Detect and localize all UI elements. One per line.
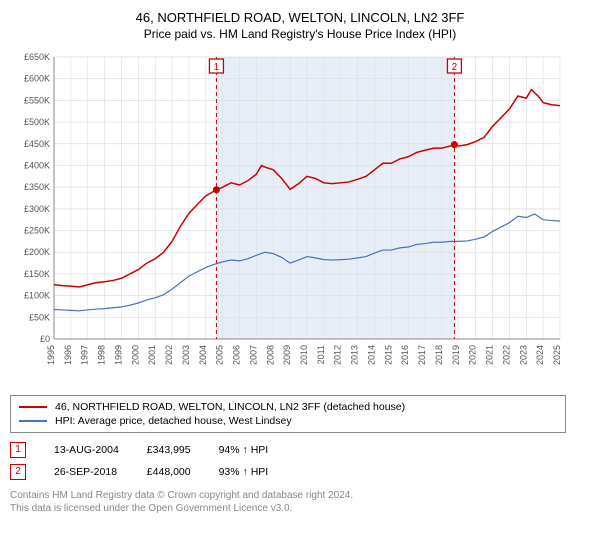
marker-badge: 1 <box>10 442 26 458</box>
svg-text:£50K: £50K <box>29 312 50 322</box>
svg-text:£500K: £500K <box>24 117 50 127</box>
svg-text:2009: 2009 <box>282 345 292 365</box>
svg-text:£350K: £350K <box>24 182 50 192</box>
svg-text:1995: 1995 <box>46 345 56 365</box>
legend-item: 46, NORTHFIELD ROAD, WELTON, LINCOLN, LN… <box>19 400 557 414</box>
marker-date: 26-SEP-2018 <box>54 461 147 483</box>
svg-text:2005: 2005 <box>215 345 225 365</box>
chart-area: £0 £50K £100K £150K £200K £250K £300K £350K £400… <box>10 47 590 387</box>
marker-pct: 94% ↑ HPI <box>219 439 297 461</box>
svg-text:2022: 2022 <box>501 345 511 365</box>
svg-text:2023: 2023 <box>518 345 528 365</box>
svg-text:2001: 2001 <box>147 345 157 365</box>
chart-title: 46, NORTHFIELD ROAD, WELTON, LINCOLN, LN… <box>10 10 590 25</box>
legend-label: 46, NORTHFIELD ROAD, WELTON, LINCOLN, LN… <box>55 401 405 413</box>
svg-text:2008: 2008 <box>265 345 275 365</box>
svg-text:2000: 2000 <box>130 345 140 365</box>
legend: 46, NORTHFIELD ROAD, WELTON, LINCOLN, LN… <box>10 395 566 433</box>
svg-text:1999: 1999 <box>113 345 123 365</box>
svg-text:1: 1 <box>214 62 220 73</box>
svg-text:2020: 2020 <box>468 345 478 365</box>
svg-text:£650K: £650K <box>24 52 50 62</box>
marker-row: 2 26-SEP-2018£448,00093% ↑ HPI <box>10 461 296 483</box>
svg-text:2018: 2018 <box>434 345 444 365</box>
marker-pct: 93% ↑ HPI <box>219 461 297 483</box>
svg-text:2011: 2011 <box>316 345 326 364</box>
footnote: Contains HM Land Registry data © Crown c… <box>10 489 590 515</box>
marker-price: £448,000 <box>147 461 219 483</box>
legend-swatch <box>19 420 47 422</box>
svg-text:2012: 2012 <box>333 345 343 365</box>
footnote-line1: Contains HM Land Registry data © Crown c… <box>10 490 353 501</box>
svg-text:£100K: £100K <box>24 291 50 301</box>
svg-text:2004: 2004 <box>198 345 208 365</box>
marker-row: 1 13-AUG-2004£343,99594% ↑ HPI <box>10 439 296 461</box>
svg-text:2024: 2024 <box>535 345 545 365</box>
marker-badge: 2 <box>10 464 26 480</box>
svg-text:£450K: £450K <box>24 139 50 149</box>
legend-swatch <box>19 406 47 408</box>
legend-item: HPI: Average price, detached house, West… <box>19 414 557 428</box>
svg-text:1996: 1996 <box>63 345 73 365</box>
svg-text:2002: 2002 <box>164 345 174 365</box>
legend-label: HPI: Average price, detached house, West… <box>55 415 292 427</box>
svg-text:2003: 2003 <box>181 345 191 365</box>
svg-text:2006: 2006 <box>232 345 242 365</box>
svg-text:2016: 2016 <box>400 345 410 365</box>
svg-text:£150K: £150K <box>24 269 50 279</box>
svg-text:£200K: £200K <box>24 247 50 257</box>
svg-text:£0: £0 <box>40 334 50 344</box>
svg-text:£300K: £300K <box>24 204 50 214</box>
marker-table: 1 13-AUG-2004£343,99594% ↑ HPI 2 26-SEP-201… <box>10 439 296 483</box>
svg-text:2013: 2013 <box>350 345 360 365</box>
svg-text:2021: 2021 <box>485 345 495 365</box>
footnote-line2: This data is licensed under the Open Gov… <box>10 503 292 514</box>
svg-text:2014: 2014 <box>366 345 376 365</box>
svg-text:2015: 2015 <box>383 345 393 365</box>
svg-text:2: 2 <box>452 62 458 73</box>
svg-text:£600K: £600K <box>24 74 50 84</box>
svg-text:1998: 1998 <box>97 345 107 365</box>
svg-text:2025: 2025 <box>552 345 562 365</box>
svg-text:£550K: £550K <box>24 95 50 105</box>
chart-subtitle: Price paid vs. HM Land Registry's House … <box>10 27 590 41</box>
marker-price: £343,995 <box>147 439 219 461</box>
svg-text:£250K: £250K <box>24 226 50 236</box>
line-chart-svg: £0 £50K £100K £150K £200K £250K £300K £350K £400… <box>10 47 566 387</box>
svg-text:1997: 1997 <box>80 345 90 365</box>
svg-text:2010: 2010 <box>299 345 309 365</box>
svg-text:2019: 2019 <box>451 345 461 365</box>
svg-text:£400K: £400K <box>24 160 50 170</box>
svg-text:2017: 2017 <box>417 345 427 365</box>
svg-text:2007: 2007 <box>248 345 258 365</box>
marker-date: 13-AUG-2004 <box>54 439 147 461</box>
